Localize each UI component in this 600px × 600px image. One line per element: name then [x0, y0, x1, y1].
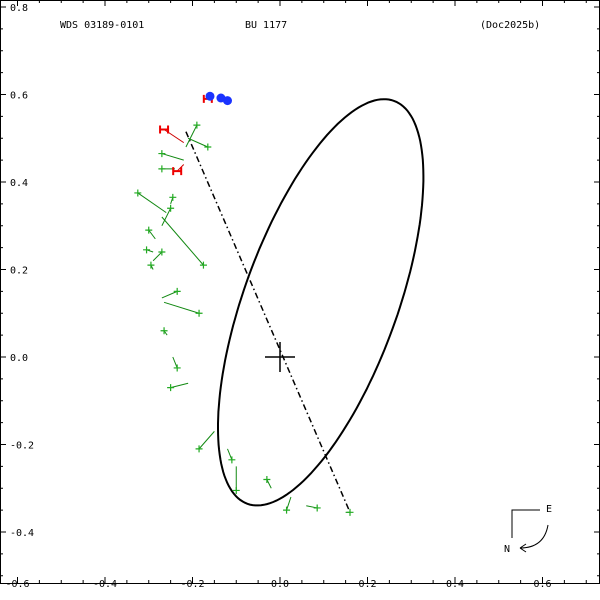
green-measure-point	[167, 384, 175, 392]
compass-east-label: E	[546, 504, 552, 515]
green-measure-point	[134, 189, 142, 197]
red-h-marker	[159, 125, 170, 134]
y-tick-label: 0.8	[10, 3, 28, 14]
green-measure-point	[204, 143, 212, 151]
green-measure-point	[263, 476, 271, 483]
header-right: (Doc2025b)	[480, 20, 540, 31]
green-measure-point	[232, 486, 240, 494]
green-measure-point	[346, 508, 354, 516]
residual-line	[185, 124, 198, 148]
blue-measure-point	[223, 96, 232, 106]
x-tick-label: -0.2	[180, 579, 204, 590]
green-measure-point	[169, 193, 177, 201]
compass-axes	[511, 509, 540, 538]
x-tick-label: 0.0	[271, 579, 289, 590]
red-measures	[159, 94, 213, 176]
header-left: WDS 03189-0101	[60, 20, 144, 31]
green-measures	[134, 121, 354, 516]
plot-frame	[0, 0, 600, 584]
residual-lines	[137, 124, 350, 513]
green-measure-point	[167, 204, 175, 212]
residual-line	[152, 251, 163, 262]
residual-line	[161, 208, 172, 226]
green-measure-point	[143, 246, 151, 254]
green-measure-point	[283, 506, 291, 514]
green-measure-point	[199, 261, 207, 269]
residual-line	[227, 448, 233, 460]
residual-line	[161, 153, 184, 161]
primary-cross	[265, 342, 295, 372]
residual-line	[187, 137, 209, 148]
y-tick-label: -0.2	[10, 441, 34, 452]
residual-line	[198, 431, 215, 450]
x-tick-labels: -0.6 -0.4 -0.2 0.0 0.2 0.4 0.6	[5, 579, 551, 590]
orbit-ellipse	[217, 98, 425, 507]
axis-ticks	[0, 0, 600, 583]
y-tick-label: 0.2	[10, 266, 28, 277]
blue-measure-point	[205, 91, 215, 101]
green-measure-point	[193, 121, 201, 129]
x-tick-label: -0.4	[93, 579, 117, 590]
compass-arrow	[519, 524, 549, 549]
x-tick-label: 0.2	[358, 579, 376, 590]
x-tick-label: 0.6	[533, 579, 551, 590]
green-measure-point	[160, 327, 168, 335]
blue-measures	[205, 91, 232, 106]
red-h-marker	[172, 167, 183, 176]
green-measure-point	[195, 309, 203, 317]
green-measure-point	[147, 261, 155, 269]
green-measure-point	[158, 248, 166, 256]
compass: E N	[504, 504, 552, 555]
residual-line	[163, 301, 200, 314]
residual-line	[286, 496, 292, 511]
x-tick-label: 0.4	[446, 579, 464, 590]
y-tick-labels: 0.8 0.6 0.4 0.2 0.0 -0.2 -0.4	[10, 3, 34, 539]
residual-line	[148, 229, 156, 240]
green-measure-point	[145, 226, 153, 234]
residual-line	[161, 216, 204, 266]
y-tick-label: 0.0	[10, 353, 28, 364]
green-measure-point	[173, 364, 181, 372]
y-tick-label: -0.4	[10, 528, 34, 539]
residual-line	[170, 382, 189, 389]
green-measure-point	[158, 150, 166, 158]
red-residual-line	[163, 129, 185, 144]
y-tick-label: 0.6	[10, 91, 28, 102]
compass-arrowhead	[519, 543, 527, 553]
primary-star-cross	[265, 342, 295, 372]
line-of-nodes	[185, 131, 351, 513]
compass-north-label: N	[504, 544, 510, 555]
green-measure-point	[173, 287, 181, 295]
green-measure-point	[313, 504, 321, 512]
header-center: BU 1177	[245, 20, 287, 31]
residual-line	[266, 479, 272, 489]
green-measure-point	[195, 445, 203, 453]
residual-line	[161, 290, 178, 299]
residual-line	[137, 192, 167, 214]
y-tick-label: 0.4	[10, 178, 28, 189]
green-measure-point	[158, 165, 166, 173]
residual-line	[172, 356, 178, 369]
x-tick-label: -0.6	[5, 579, 29, 590]
green-measure-point	[228, 456, 236, 464]
